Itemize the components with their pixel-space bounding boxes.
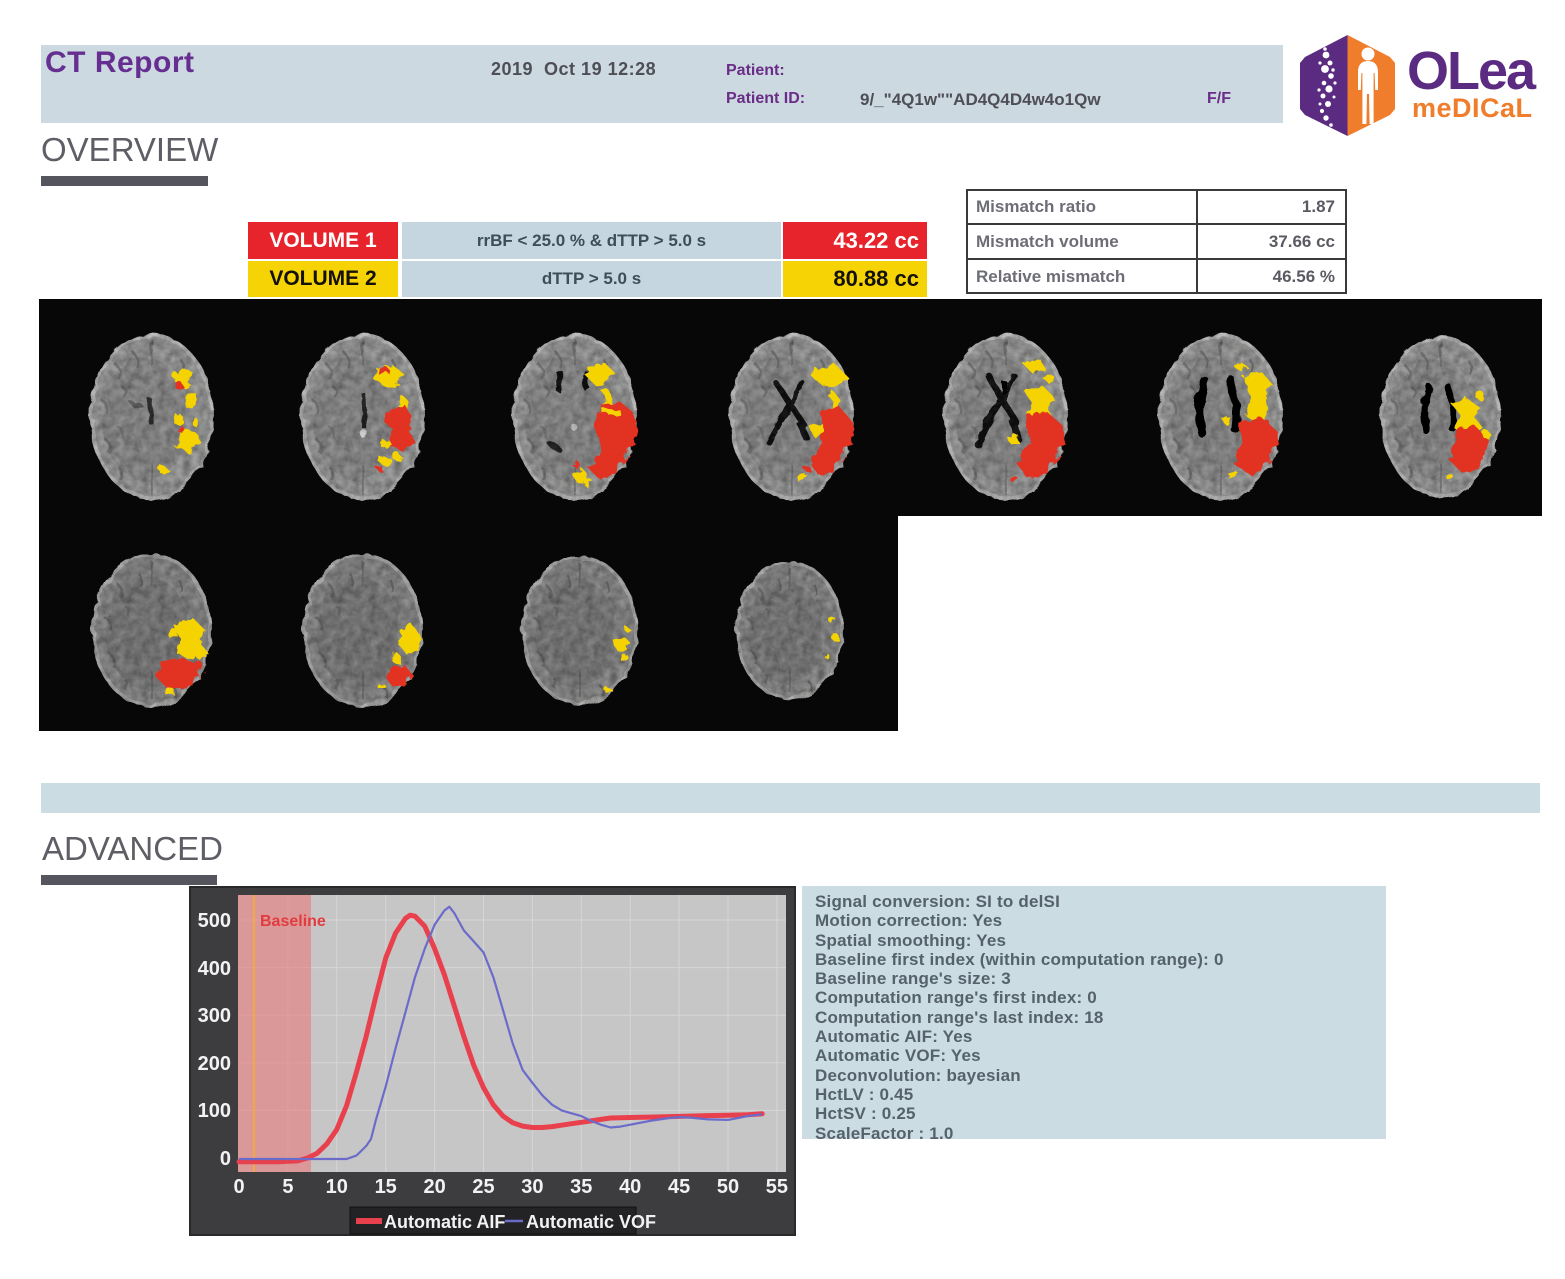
- svg-text:25: 25: [472, 1176, 494, 1198]
- svg-text:45: 45: [668, 1176, 690, 1198]
- svg-text:5: 5: [282, 1176, 293, 1198]
- svg-text:0: 0: [233, 1176, 244, 1198]
- svg-text:200: 200: [198, 1053, 231, 1075]
- svg-text:20: 20: [423, 1176, 445, 1198]
- svg-text:400: 400: [198, 958, 231, 980]
- svg-text:300: 300: [198, 1005, 231, 1027]
- svg-text:Baseline: Baseline: [260, 913, 326, 930]
- svg-text:100: 100: [198, 1100, 231, 1122]
- svg-text:40: 40: [619, 1176, 641, 1198]
- svg-text:10: 10: [326, 1176, 348, 1198]
- svg-text:OLea: OLea: [1407, 41, 1537, 101]
- svg-text:55: 55: [766, 1176, 788, 1198]
- svg-text:Automatic VOF: Automatic VOF: [526, 1212, 656, 1232]
- svg-text:0: 0: [220, 1148, 231, 1170]
- svg-text:50: 50: [717, 1176, 739, 1198]
- svg-text:500: 500: [198, 910, 231, 932]
- svg-text:30: 30: [521, 1176, 543, 1198]
- svg-text:35: 35: [570, 1176, 592, 1198]
- svg-text:meDICaL: meDICaL: [1412, 93, 1533, 123]
- svg-text:Automatic AIF: Automatic AIF: [384, 1212, 505, 1232]
- svg-text:15: 15: [375, 1176, 397, 1198]
